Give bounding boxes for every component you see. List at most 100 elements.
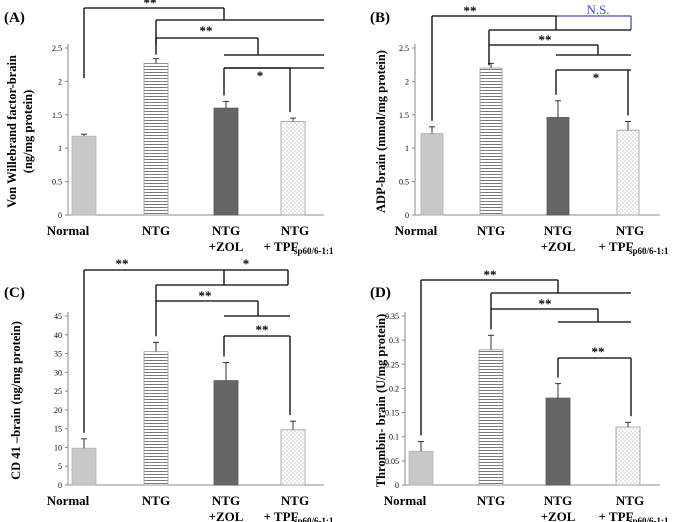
panel-label: (B): [370, 10, 390, 26]
category-label-tpf-line2: + TPF: [599, 509, 634, 522]
y-tick-label: 0: [405, 211, 409, 220]
y-axis-title: ADP-brain (mmol/mg protein): [374, 50, 388, 213]
y-tick-label: 0: [395, 481, 399, 490]
significance-label: **: [199, 288, 212, 303]
y-tick-label: 2: [58, 77, 62, 86]
significance-label: **: [200, 23, 213, 38]
bar-2: [478, 349, 504, 486]
significance-label: **: [539, 32, 552, 47]
y-tick-label: 1: [405, 144, 409, 153]
category-label-tpf-line2: + TPF: [599, 239, 634, 254]
y-tick-label: 20: [54, 406, 62, 415]
category-label-zol-line1: NTG: [212, 493, 240, 508]
y-tick-label: 0: [58, 481, 62, 490]
y-tick-label: 0.3: [389, 336, 399, 345]
significance-label-ns: N.S.: [586, 2, 609, 17]
bar-2: [479, 67, 503, 216]
significance-label: *: [243, 256, 250, 271]
y-axis-title-line2: (ng/mg protein): [21, 90, 35, 173]
y-tick-label: 0.35: [385, 312, 399, 321]
significance-label: **: [484, 267, 497, 282]
bar-2: [143, 62, 169, 216]
y-tick-label: 5: [58, 462, 62, 471]
category-label-ntg: NTG: [477, 223, 505, 238]
bar-3: [545, 397, 571, 486]
y-tick-label: 0.05: [385, 457, 399, 466]
panel-label: (A): [4, 10, 25, 26]
significance-label: **: [464, 3, 477, 18]
y-tick-label: 0.5: [399, 178, 409, 187]
y-tick-label: 45: [54, 312, 62, 321]
y-tick-label: 2.5: [399, 44, 409, 53]
category-label-normal: Normal: [395, 223, 438, 238]
y-tick-label: 0: [58, 211, 62, 220]
significance-label: **: [256, 322, 269, 337]
category-label-zol-line2: +ZOL: [209, 509, 244, 522]
y-tick-label: 1.5: [399, 111, 409, 120]
y-tick-label: 0.5: [52, 178, 62, 187]
bar-3: [546, 117, 570, 216]
category-label-zol-line2: +ZOL: [541, 509, 576, 522]
y-tick-label: 1: [58, 144, 62, 153]
y-tick-label: 35: [54, 350, 62, 359]
significance-brackets-3: ** *****: [83, 256, 291, 433]
y-tick-label: 0.25: [385, 360, 399, 369]
y-tick-label: 2: [405, 77, 409, 86]
significance-label: **: [539, 296, 552, 311]
bar-1: [408, 450, 434, 486]
panel-label: (C): [4, 285, 25, 301]
category-label-normal: Normal: [384, 493, 427, 508]
y-tick-label: 0.2: [389, 384, 399, 393]
bar-2: [143, 351, 169, 486]
category-label-zol-line1: NTG: [544, 223, 572, 238]
panel-label: (D): [370, 285, 391, 301]
y-tick-label: 2.5: [52, 44, 62, 53]
category-label-ntg: NTG: [142, 493, 170, 508]
y-tick-label: 40: [54, 331, 62, 340]
category-label-tpf-line2: + TPF: [264, 239, 299, 254]
significance-label: **: [116, 256, 129, 271]
category-label-ntg: NTG: [477, 493, 505, 508]
category-label-zol-line2: +ZOL: [209, 239, 244, 254]
bar-4: [280, 429, 306, 486]
category-label-normal: Normal: [47, 223, 90, 238]
chart-panel-2: (B) 0 0.5 1 1.5 2 2.5 ADP-brain (mmol/mg protei…: [370, 10, 669, 256]
category-label-tpf-subscript: sp60/6-1:1: [294, 246, 334, 256]
chart-panel-1: (A) 0 0.5 1 1.5 2 2.5 Von Willebrand factor-bra…: [4, 10, 334, 256]
y-axis-title: Thrombin- brain (U/mg protein): [374, 314, 388, 488]
category-label-tpf-subscript: sp60/6-1:1: [294, 516, 334, 522]
category-label-tpf-subscript: sp60/6-1:1: [629, 516, 669, 522]
category-label-tpf-subscript: sp60/6-1:1: [629, 246, 669, 256]
significance-label: **: [592, 344, 605, 359]
bar-1: [71, 447, 97, 486]
y-tick-label: 1.5: [52, 111, 62, 120]
category-label-ntg: NTG: [142, 223, 170, 238]
category-label-tpf-line1: NTG: [281, 223, 309, 238]
y-tick-label: 0.1: [389, 433, 399, 442]
y-axis-title: Von Willebrand factor-brain: [5, 55, 19, 208]
category-label-zol-line2: +ZOL: [541, 239, 576, 254]
bar-3: [213, 380, 239, 486]
significance-brackets-2: ** N.S.***: [431, 2, 632, 121]
category-label-tpf-line1: NTG: [281, 493, 309, 508]
bar-1: [71, 135, 97, 216]
significance-brackets-1: *****: [83, 0, 324, 113]
category-label-zol-line1: NTG: [212, 223, 240, 238]
category-label-tpf-line2: + TPF: [264, 509, 299, 522]
y-tick-label: 25: [54, 387, 62, 396]
significance-label: *: [593, 70, 600, 85]
significance-label: **: [144, 0, 157, 10]
y-tick-label: 10: [54, 443, 62, 452]
category-label-tpf-line1: NTG: [616, 493, 644, 508]
bar-4: [616, 129, 640, 216]
bar-4: [280, 121, 306, 216]
chart-panel-3: (C) 0 5 10 15 20 25 30 35 40 45 CD 41 –brain (ng/mg…: [4, 285, 334, 522]
y-tick-label: 30: [54, 368, 62, 377]
bar-1: [420, 133, 444, 216]
bar-3: [213, 107, 239, 216]
category-label-normal: Normal: [47, 493, 90, 508]
significance-label: *: [257, 68, 264, 83]
category-label-zol-line1: NTG: [544, 493, 572, 508]
